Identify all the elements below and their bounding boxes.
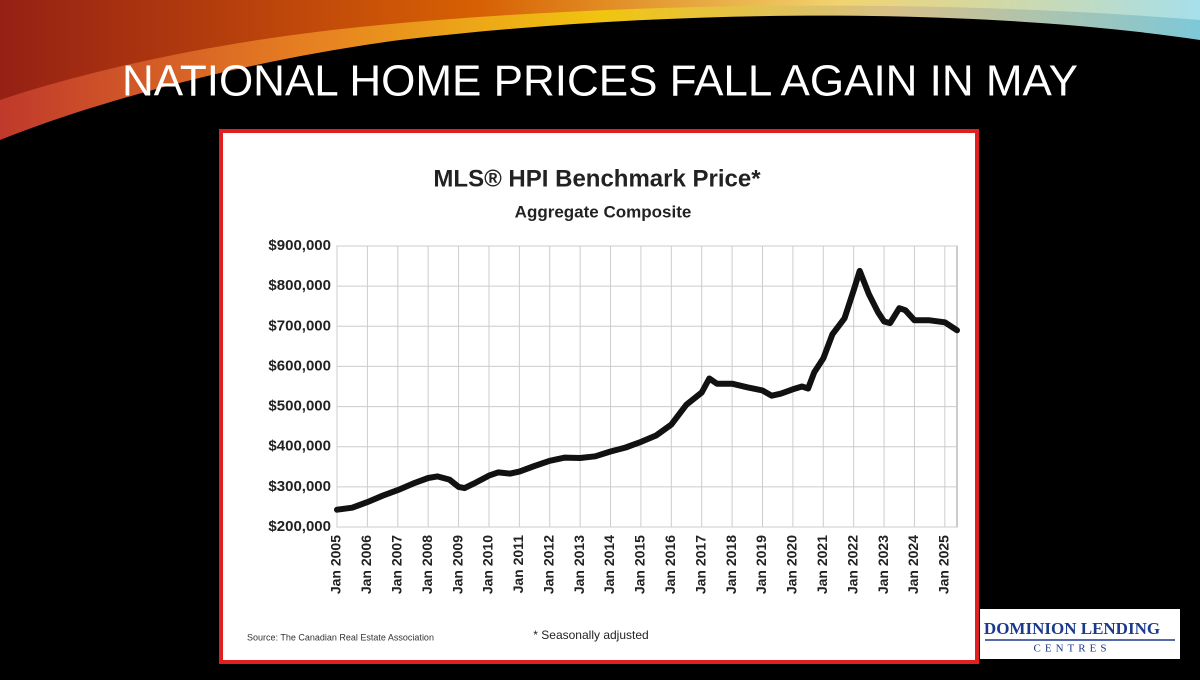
x-tick-label: Jan 2008 xyxy=(419,535,435,594)
x-tick-label: Jan 2021 xyxy=(814,535,830,594)
slide-title: NATIONAL HOME PRICES FALL AGAIN IN MAY xyxy=(122,57,1078,106)
source-note: Source: The Canadian Real Estate Associa… xyxy=(247,632,434,642)
x-tick-label: Jan 2020 xyxy=(784,535,800,594)
x-tick-label: Jan 2025 xyxy=(936,535,952,594)
footnote: * Seasonally adjusted xyxy=(533,628,648,642)
x-tick-label: Jan 2012 xyxy=(540,535,556,594)
y-tick-label: $300,000 xyxy=(268,478,331,495)
plot: $200,000 $300,000 $400,000 $500,000 $600,000… xyxy=(268,237,960,594)
x-tick-label: Jan 2010 xyxy=(480,535,496,594)
y-tick-label: $800,000 xyxy=(268,277,331,294)
x-tick-label: Jan 2006 xyxy=(358,535,374,594)
x-tick-label: Jan 2007 xyxy=(388,535,404,594)
x-tick-label: Jan 2018 xyxy=(723,535,739,594)
y-tick-label: $400,000 xyxy=(268,438,331,455)
swoosh xyxy=(0,0,1200,140)
swoosh xyxy=(0,0,1200,100)
x-tick-label: Jan 2011 xyxy=(510,535,526,594)
y-tick-label: $600,000 xyxy=(268,357,331,374)
x-tick-label: Jan 2009 xyxy=(449,535,465,594)
y-tick-label: $700,000 xyxy=(268,317,331,334)
x-tick-label: Jan 2023 xyxy=(875,535,891,594)
x-tick-label: Jan 2013 xyxy=(571,535,587,594)
x-tick-label: Jan 2019 xyxy=(753,535,769,594)
x-tick-label: Jan 2024 xyxy=(905,535,921,594)
y-tick-label: $200,000 xyxy=(268,518,331,535)
x-tick-label: Jan 2022 xyxy=(844,535,860,594)
chart-subtitle: Aggregate Composite xyxy=(515,202,692,221)
x-tick-label: Jan 2017 xyxy=(692,535,708,594)
x-tick-label: Jan 2015 xyxy=(632,535,648,594)
x-tick-label: Jan 2005 xyxy=(328,535,344,594)
price-line xyxy=(334,267,960,513)
chart-title: MLS® HPI Benchmark Price* xyxy=(433,165,761,192)
logo xyxy=(980,609,1180,659)
x-tick-label: Jan 2014 xyxy=(601,535,617,594)
logo-text: CENTRES xyxy=(1034,643,1111,655)
logo-text: DOMINION LENDING xyxy=(984,619,1160,638)
x-tick-label: Jan 2016 xyxy=(662,535,678,594)
y-tick-label: $900,000 xyxy=(268,237,331,254)
y-tick-label: $500,000 xyxy=(268,398,331,415)
